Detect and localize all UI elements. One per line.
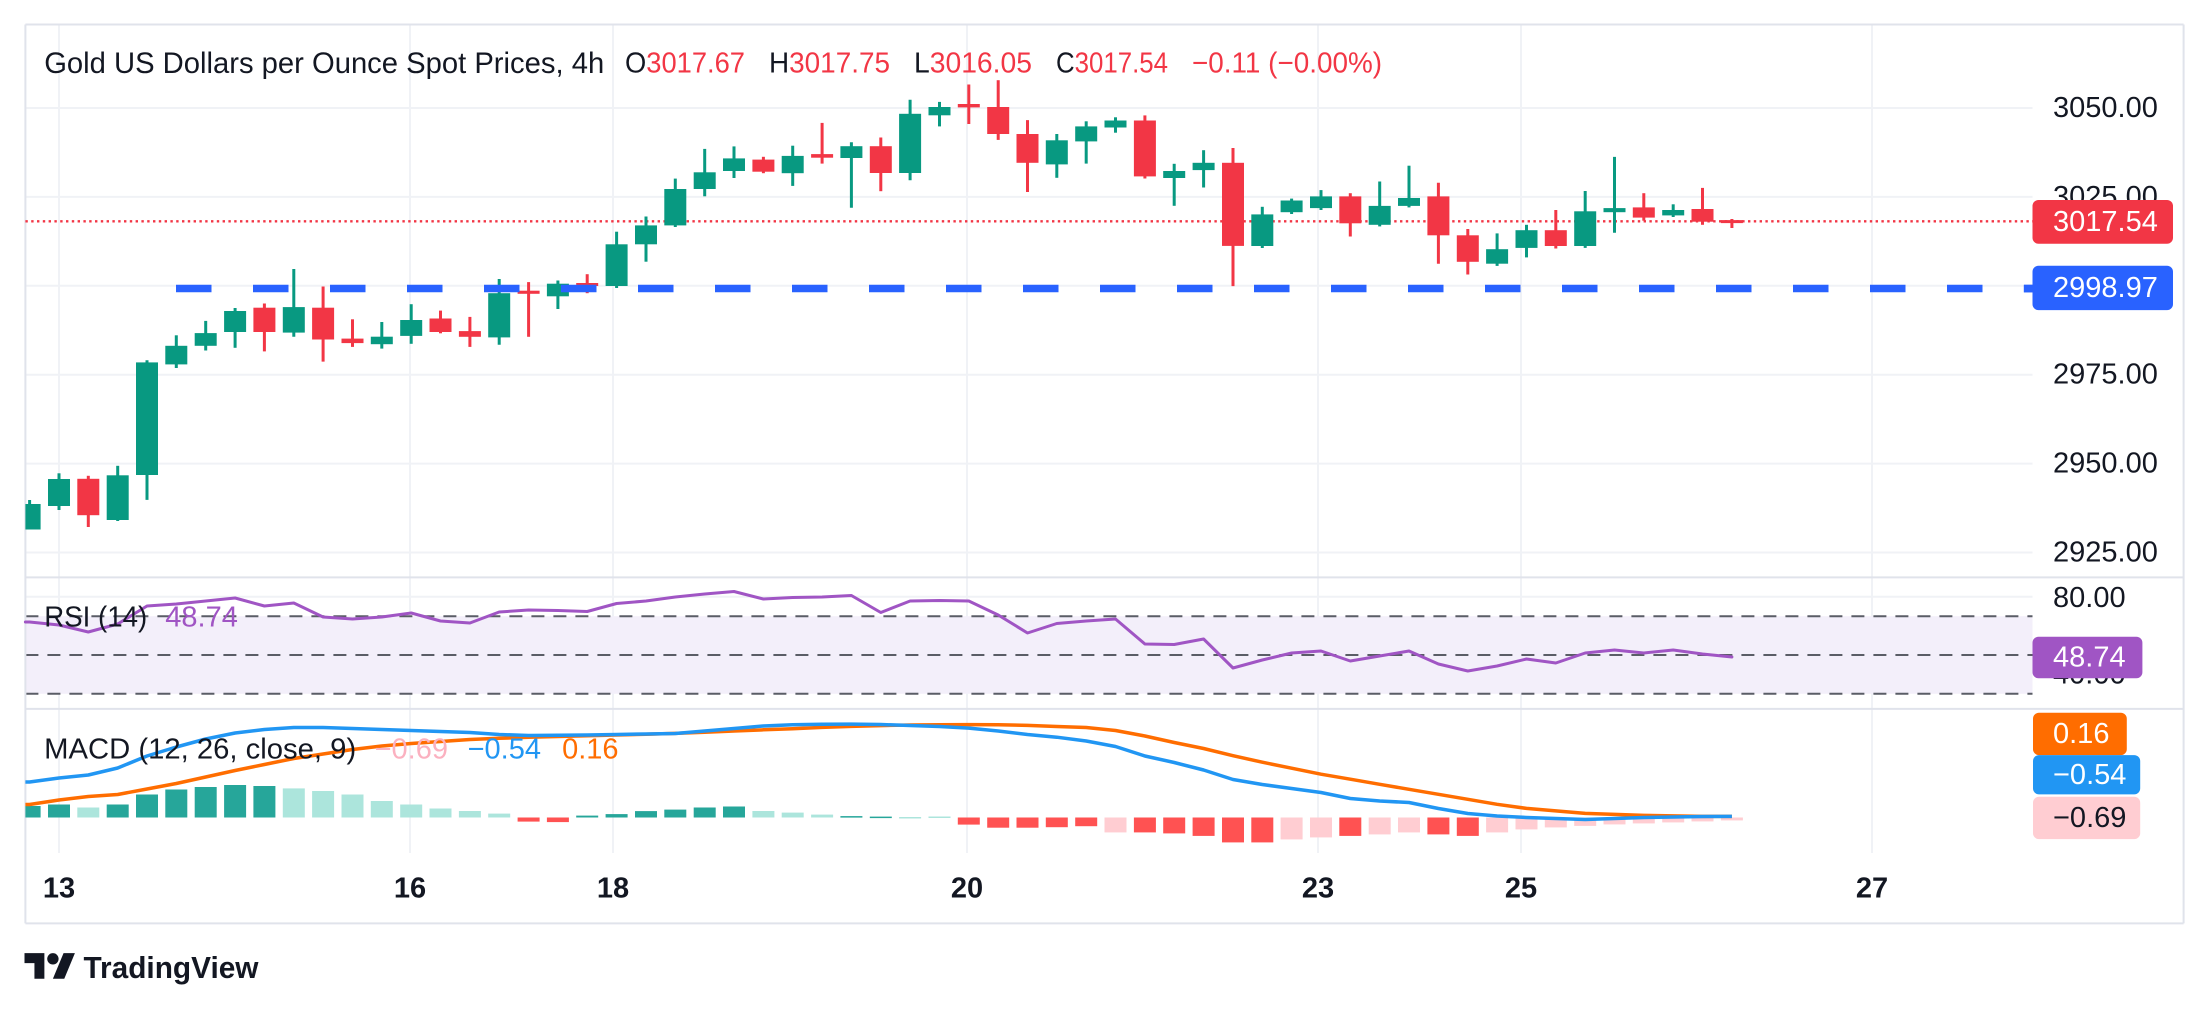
svg-text:Gold US Dollars per Ounce Spot: Gold US Dollars per Ounce Spot Prices, 4… <box>44 47 604 80</box>
svg-text:RSI (14): RSI (14) <box>44 602 147 634</box>
svg-text:−0.69: −0.69 <box>2053 802 2126 834</box>
svg-text:27: 27 <box>1856 873 1888 905</box>
svg-text:48.74: 48.74 <box>2053 642 2126 674</box>
svg-text:−0.54: −0.54 <box>2053 759 2126 791</box>
svg-text:48.74: 48.74 <box>165 602 238 634</box>
svg-text:−0.54: −0.54 <box>468 734 541 766</box>
svg-text:2975.00: 2975.00 <box>2053 359 2158 391</box>
svg-text:2925.00: 2925.00 <box>2053 537 2158 569</box>
svg-text:2950.00: 2950.00 <box>2053 448 2158 480</box>
svg-text:MACD (12, 26, close, 9): MACD (12, 26, close, 9) <box>44 734 356 766</box>
svg-text:O3017.67: O3017.67 <box>625 48 745 80</box>
svg-text:L3016.05: L3016.05 <box>914 48 1032 80</box>
svg-text:−0.11 (−0.00%): −0.11 (−0.00%) <box>1192 48 1382 80</box>
svg-text:18: 18 <box>597 873 629 905</box>
svg-text:2998.97: 2998.97 <box>2053 272 2158 304</box>
svg-text:25: 25 <box>1505 873 1537 905</box>
svg-text:20: 20 <box>951 873 983 905</box>
svg-text:13: 13 <box>43 873 75 905</box>
svg-text:0.16: 0.16 <box>562 734 618 766</box>
svg-text:0.16: 0.16 <box>2053 718 2109 750</box>
svg-text:H3017.75: H3017.75 <box>769 48 890 80</box>
svg-text:TradingView: TradingView <box>84 950 260 985</box>
svg-text:16: 16 <box>394 873 426 905</box>
svg-text:3017.54: 3017.54 <box>2053 206 2158 238</box>
svg-text:80.00: 80.00 <box>2053 582 2126 614</box>
svg-text:23: 23 <box>1302 873 1334 905</box>
svg-text:3050.00: 3050.00 <box>2053 92 2158 124</box>
svg-text:−0.69: −0.69 <box>375 734 448 766</box>
svg-text:C3017.54: C3017.54 <box>1056 48 1168 80</box>
